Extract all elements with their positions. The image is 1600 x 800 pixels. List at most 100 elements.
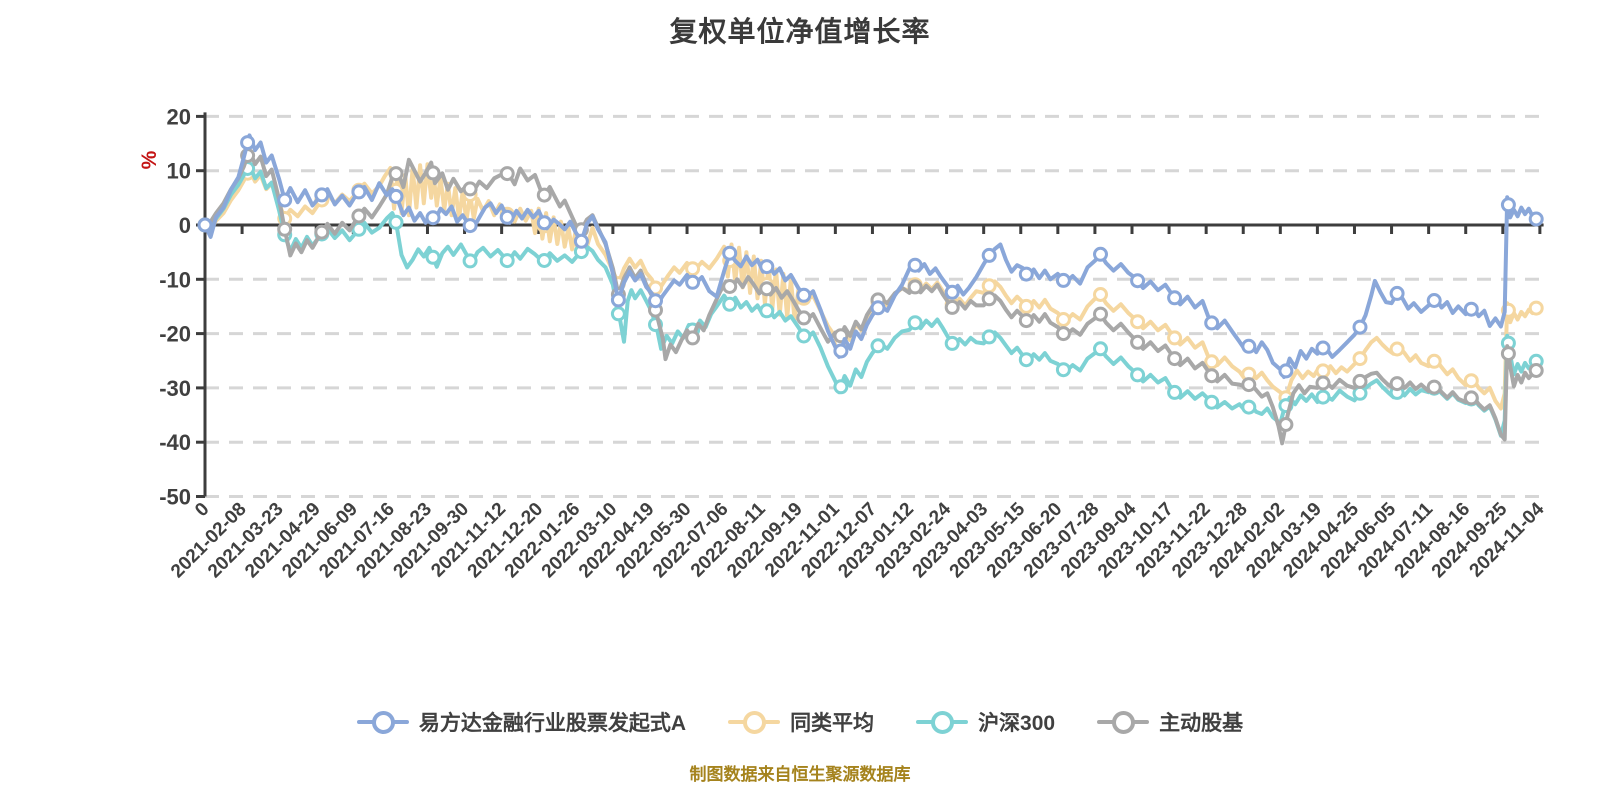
- series-marker-active-equity: [1463, 390, 1479, 406]
- series-marker-peer-average: [1463, 373, 1479, 389]
- series-marker-fund: [944, 284, 960, 300]
- series-marker-csi300: [1204, 394, 1220, 410]
- series-marker-peer-average: [1204, 354, 1220, 370]
- series-marker-peer-average: [1389, 341, 1405, 357]
- series-marker-peer-average: [1167, 330, 1183, 346]
- series-marker-csi300: [1055, 362, 1071, 378]
- series-marker-fund: [1278, 363, 1294, 379]
- legend-label: 主动股基: [1159, 712, 1244, 735]
- y-axis-tick-label: -20: [159, 322, 191, 347]
- series-marker-peer-average: [1315, 363, 1331, 379]
- series-marker-csi300: [1130, 367, 1146, 383]
- series-marker-active-equity: [425, 165, 441, 181]
- series-marker-active-equity: [759, 281, 775, 297]
- series-marker-active-equity: [722, 279, 738, 294]
- series-marker-fund: [981, 247, 997, 263]
- series-marker-active-equity: [277, 221, 293, 237]
- series-marker-csi300: [796, 328, 812, 344]
- series-marker-fund: [1426, 293, 1442, 308]
- series-marker-csi300: [462, 253, 478, 269]
- series-marker-fund: [833, 343, 849, 359]
- series-marker-fund: [1204, 315, 1220, 331]
- series-marker-fund: [1315, 340, 1331, 356]
- series-marker-fund: [610, 292, 626, 308]
- series-marker-csi300: [1093, 341, 1108, 357]
- series-marker-csi300: [1241, 399, 1257, 415]
- series-marker-fund: [1241, 338, 1257, 354]
- series-marker-active-equity: [1093, 306, 1108, 322]
- legend-item-fund[interactable]: 易方达金融行业股票发起式A: [356, 707, 686, 737]
- series-marker-fund: [388, 188, 404, 204]
- series-marker-fund: [759, 259, 775, 275]
- y-axis-tick-label: -30: [159, 376, 191, 401]
- series-marker-csi300: [981, 329, 997, 345]
- series-marker-active-equity: [1352, 373, 1368, 389]
- legend-label: 同类平均: [790, 712, 875, 735]
- series-marker-active-equity: [796, 310, 812, 326]
- series-marker-fund: [314, 187, 330, 203]
- series-marker-peer-average: [1055, 312, 1071, 327]
- series-marker-active-equity: [1528, 363, 1544, 378]
- series-marker-peer-average: [1426, 353, 1442, 369]
- legend-item-csi300[interactable]: 沪深300: [916, 707, 1055, 737]
- series-marker-csi300: [870, 338, 886, 354]
- series-marker-active-equity: [981, 291, 997, 307]
- series-marker-active-equity: [536, 187, 552, 203]
- x-axis-tick-label: 0: [191, 499, 213, 521]
- series-marker-fund: [1055, 272, 1071, 288]
- series-marker-fund: [907, 257, 923, 273]
- series-marker-fund: [870, 300, 886, 316]
- series-marker-fund: [796, 287, 812, 303]
- series-marker-fund: [1093, 246, 1108, 262]
- csi300-line-marker-icon: [916, 710, 969, 734]
- series-marker-active-equity: [1055, 326, 1071, 342]
- legend-label: 沪深300: [978, 712, 1056, 735]
- series-marker-fund: [722, 245, 738, 261]
- legend-item-active-equity[interactable]: 主动股基: [1097, 707, 1243, 737]
- series-marker-active-equity: [685, 330, 701, 346]
- series-marker-fund: [197, 217, 213, 233]
- series-marker-fund: [351, 184, 367, 200]
- series-marker-fund: [425, 210, 441, 226]
- series-marker-active-equity: [388, 166, 404, 182]
- legend-item-peer-average[interactable]: 同类平均: [728, 707, 874, 737]
- series-marker-fund: [685, 274, 701, 290]
- series-marker-fund: [462, 218, 478, 234]
- series-marker-active-equity: [1167, 351, 1183, 367]
- series-marker-active-equity: [1426, 379, 1442, 395]
- y-axis-unit-label: %: [138, 150, 161, 169]
- series-marker-fund: [1389, 285, 1405, 301]
- series-marker-active-equity: [314, 224, 330, 240]
- series-marker-active-equity: [462, 181, 478, 197]
- series-marker-peer-average: [1018, 298, 1034, 314]
- series-marker-fund: [499, 209, 515, 225]
- series-marker-fund: [648, 293, 663, 309]
- series-marker-csi300: [499, 253, 515, 269]
- series-marker-csi300: [944, 335, 960, 351]
- series-marker-csi300: [610, 306, 626, 322]
- peer-line-marker-icon: [728, 710, 781, 734]
- series-marker-active-equity: [1241, 377, 1257, 393]
- y-axis-tick-label: -10: [159, 267, 191, 292]
- series-marker-active-equity: [1278, 417, 1294, 432]
- series-marker-active-equity: [1500, 346, 1516, 362]
- chart-title: 复权单位净值增长率: [669, 16, 931, 47]
- series-marker-fund: [1018, 266, 1034, 282]
- series-marker-peer-average: [1130, 314, 1146, 330]
- series-marker-csi300: [1315, 389, 1331, 405]
- series-marker-fund: [573, 233, 589, 249]
- series-marker-peer-average: [1352, 351, 1368, 367]
- data-source-note: 制图数据来自恒生聚源数据库: [689, 765, 911, 784]
- series-marker-fund: [1528, 211, 1544, 227]
- series-marker-peer-average: [685, 261, 701, 277]
- series-marker-csi300: [722, 296, 738, 312]
- series-marker-csi300: [536, 253, 552, 268]
- series-marker-active-equity: [499, 166, 515, 182]
- series-marker-csi300: [833, 379, 849, 395]
- series-marker-peer-average: [1528, 300, 1544, 316]
- y-axis-tick-label: -50: [159, 485, 191, 510]
- series-marker-fund: [1167, 290, 1183, 306]
- series-marker-csi300: [1018, 352, 1034, 368]
